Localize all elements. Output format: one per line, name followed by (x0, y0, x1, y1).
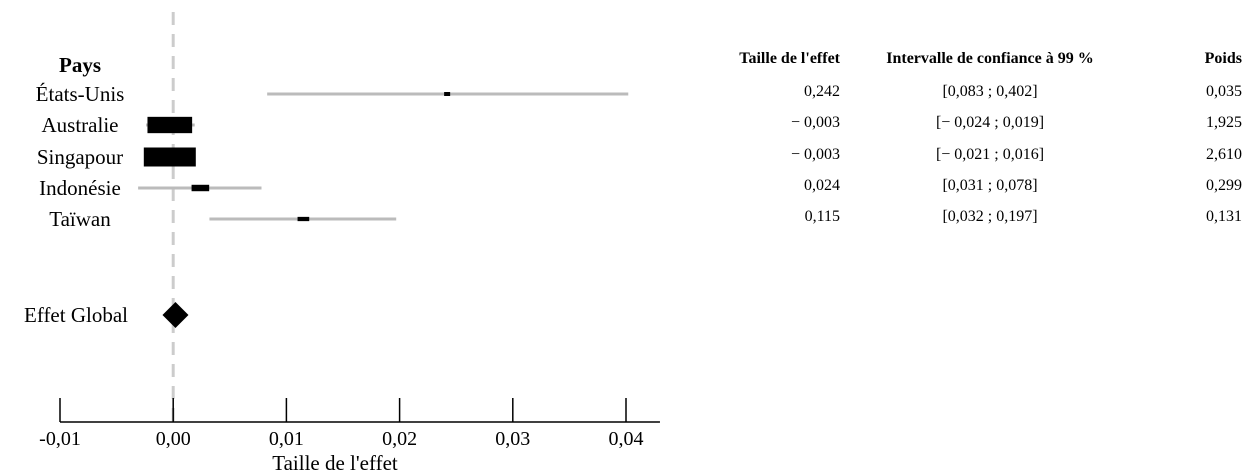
study-label: Indonésie (39, 176, 121, 200)
forest-plot: Pays États-Unis Australie Singapour Indonés… (24, 12, 660, 475)
x-tick-label: 0,03 (495, 428, 530, 450)
point-marker (444, 92, 451, 96)
table-cell-ci: [− 0,024 ; 0,019] (935, 114, 1045, 131)
table-cell-effect: − 0,003 (790, 114, 840, 131)
table-cell-ci: [0,083 ; 0,402] (942, 83, 1038, 100)
table-cell-ci: [0,032 ; 0,197] (942, 208, 1038, 225)
table-cell-weight: 0,131 (1206, 208, 1242, 225)
x-tick-label: 0,04 (609, 428, 644, 450)
point-marker (191, 184, 210, 192)
table-cell-effect: 0,115 (804, 208, 840, 225)
overall-label: Effet Global (24, 303, 128, 327)
point-marker (147, 116, 193, 134)
study-label: Australie (42, 113, 119, 137)
study-label: Singapour (37, 145, 123, 169)
table-cell-weight: 0,035 (1206, 83, 1242, 100)
table-cell-effect: − 0,003 (790, 146, 840, 163)
x-tick-label: 0,01 (269, 428, 304, 450)
table-cell-weight: 1,925 (1206, 114, 1242, 131)
table-cell-ci: [0,031 ; 0,078] (942, 177, 1038, 194)
table-cell-effect: 0,242 (804, 83, 840, 100)
table-cell-ci: [− 0,021 ; 0,016] (935, 146, 1045, 163)
x-axis-label: Taille de l'effet (272, 451, 398, 475)
col-header-ci: Intervalle de confiance à 99 % (886, 50, 1094, 67)
row-header: Pays (59, 53, 101, 77)
x-tick-label: 0,02 (382, 428, 417, 450)
point-marker (297, 216, 310, 222)
x-tick-label: 0,00 (156, 428, 191, 450)
table-cell-weight: 2,610 (1206, 146, 1242, 163)
col-header-effect: Taille de l'effet (739, 50, 840, 67)
study-label: Taïwan (49, 207, 111, 231)
table-cell-weight: 0,299 (1206, 177, 1242, 194)
x-tick-label: -0,01 (39, 428, 81, 450)
table-cell-effect: 0,024 (804, 177, 840, 194)
x-axis: -0,01 0,00 0,01 0,02 0,03 0,04 (39, 398, 660, 450)
overall-diamond (162, 302, 189, 328)
point-marker (143, 147, 196, 167)
study-label: États-Unis (36, 82, 125, 106)
col-header-weight: Poids (1204, 50, 1242, 67)
